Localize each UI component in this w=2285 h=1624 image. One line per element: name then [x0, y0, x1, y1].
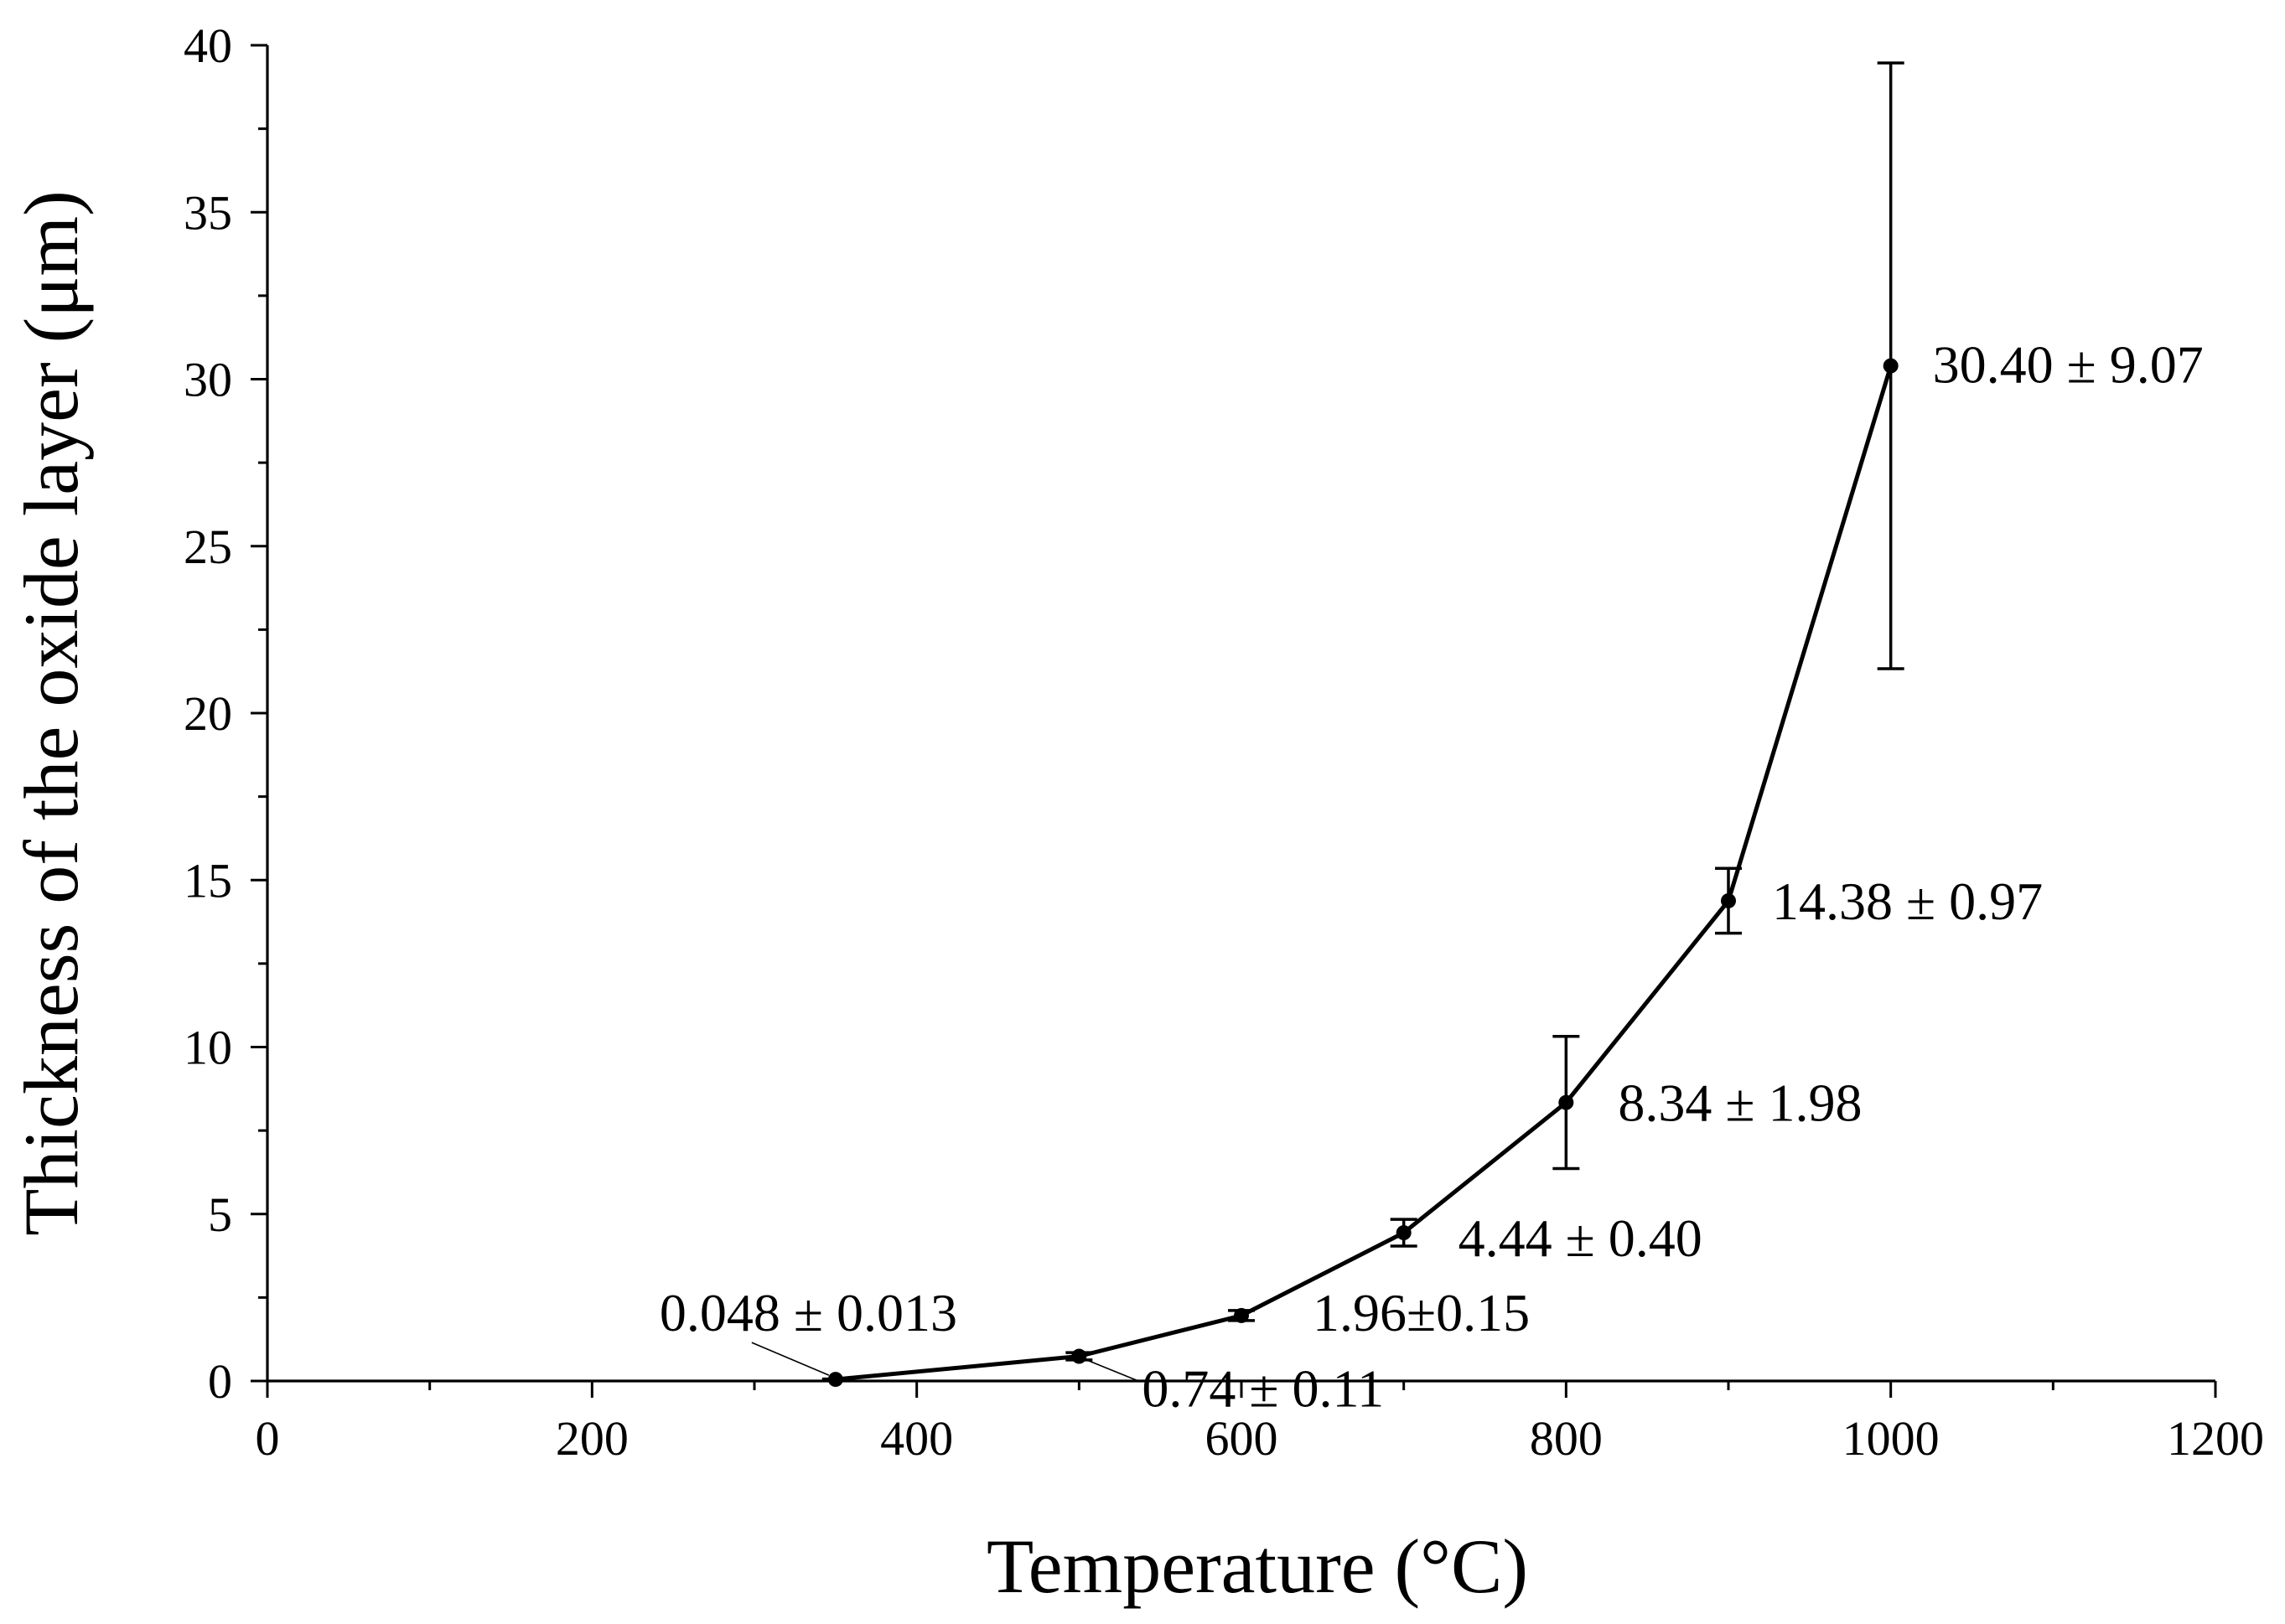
data-label: 0.74 ± 0.11 — [1142, 1359, 1384, 1419]
data-label: 8.34 ± 1.98 — [1618, 1073, 1862, 1133]
x-tick-label: 400 — [880, 1411, 953, 1466]
x-tick-label: 200 — [556, 1411, 629, 1466]
data-label: 1.96±0.15 — [1313, 1283, 1530, 1342]
x-tick-label: 1000 — [1842, 1411, 1940, 1466]
x-tick-label: 1200 — [2167, 1411, 2264, 1466]
y-axis-title: Thickness of the oxide layer (μm) — [8, 190, 94, 1235]
y-tick-label: 40 — [184, 18, 232, 73]
data-point — [1883, 358, 1899, 374]
data-point — [1234, 1307, 1249, 1323]
data-point — [827, 1372, 843, 1388]
x-tick-label: 600 — [1205, 1411, 1278, 1466]
y-tick-label: 20 — [184, 686, 232, 741]
y-tick-label: 15 — [184, 853, 232, 908]
data-point — [1071, 1348, 1087, 1364]
series-line — [835, 365, 1894, 1382]
data-point — [1396, 1225, 1412, 1241]
data-label: 0.048 ± 0.013 — [660, 1283, 957, 1342]
y-tick-label: 30 — [184, 353, 232, 407]
data-labels: 0.048 ± 0.013 0.74 ± 0.11 1.96±0.15 4.44 ± … — [660, 335, 2204, 1419]
label-leader-line — [1086, 1358, 1140, 1383]
y-tick-label: 0 — [208, 1354, 232, 1409]
data-label: 14.38 ± 0.97 — [1772, 871, 2043, 931]
y-tick-label: 5 — [208, 1187, 232, 1242]
data-label: 30.40 ± 9.07 — [1933, 335, 2204, 395]
label-leader-line — [751, 1342, 830, 1376]
y-tick-label: 10 — [184, 1021, 232, 1075]
x-tick-label: 0 — [256, 1411, 280, 1466]
x-tick-label: 800 — [1530, 1411, 1603, 1466]
data-point — [1721, 892, 1736, 908]
y-tick-label: 35 — [184, 185, 232, 240]
data-label: 4.44 ± 0.40 — [1459, 1208, 1702, 1268]
data-point — [1558, 1094, 1574, 1110]
y-tick-label: 25 — [184, 520, 232, 574]
x-axis-title: Temperature (°C) — [987, 1523, 1528, 1609]
data-series — [821, 61, 1904, 1388]
axes: 0 200 400 600 800 1000 1200 0 5 10 15 20 25 30 35 40 — [184, 18, 2264, 1466]
